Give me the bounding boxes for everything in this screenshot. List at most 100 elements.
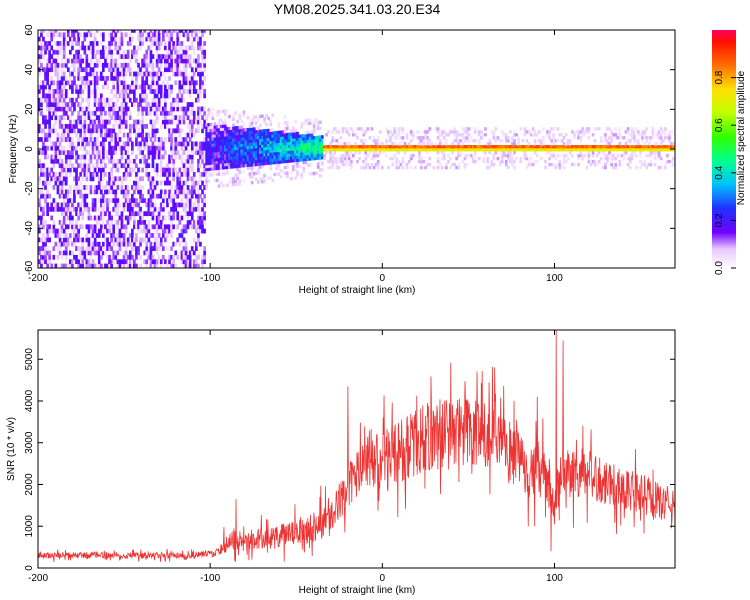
spectrogram-cell: [155, 246, 159, 251]
spectrogram-cell: [259, 138, 262, 142]
spectrogram-cell: [166, 89, 169, 94]
spectrogram-cell: [192, 189, 196, 195]
spectrogram-cell: [511, 156, 514, 161]
spectrogram-cell: [635, 127, 638, 131]
spectrogram-cell: [296, 134, 299, 139]
spectrogram-cell: [102, 97, 105, 103]
spectrogram-cell: [238, 170, 242, 174]
spectrogram-cell: [172, 211, 175, 217]
spectrogram-cell: [184, 67, 188, 73]
spectrogram-cell: [69, 137, 72, 142]
spectrogram-cell: [190, 106, 194, 112]
spectrogram-cell: [215, 151, 219, 156]
spectrogram-cell: [602, 148, 605, 152]
spectrogram-cell: [213, 128, 217, 132]
spectrogram-cell: [40, 102, 43, 107]
spectrogram-cell: [112, 128, 116, 134]
spectrogram-cell: [137, 202, 140, 208]
spectrogram-cell: [85, 141, 89, 147]
spectrogram-cell: [40, 215, 43, 221]
spectrogram-cell: [261, 114, 264, 118]
spectrogram-cell: [248, 172, 252, 176]
spectrogram-cell: [104, 198, 107, 203]
spectrogram-cell: [440, 133, 444, 137]
spectrogram-cell: [95, 76, 99, 81]
spectrogram-cell: [391, 156, 394, 161]
spectrogram-cell: [87, 167, 91, 173]
spectrogram-cell: [250, 124, 254, 128]
spectrogram-cell: [304, 131, 308, 135]
spectrogram-cell: [478, 130, 481, 134]
spectrogram-cell: [128, 84, 132, 90]
spectrogram-cell: [52, 30, 56, 33]
spectrogram-cell: [42, 67, 45, 73]
spectrogram-cell: [106, 180, 109, 186]
spectrogram-cell: [147, 84, 151, 90]
spectrogram-cell: [610, 154, 613, 158]
spectrogram-cell: [44, 45, 47, 51]
spectrogram-cell: [110, 67, 113, 73]
spectrogram-cell: [316, 141, 320, 145]
spectrogram-cell: [62, 180, 66, 186]
spectrogram-cell: [325, 148, 328, 152]
spectrogram-cell: [199, 110, 202, 116]
spectrogram-cell: [170, 145, 173, 151]
spectrogram-cell: [174, 80, 178, 86]
spectrogram-cell: [110, 128, 113, 134]
spectrogram-cell: [207, 134, 211, 139]
spectrogram-cell: [56, 137, 60, 142]
spectrogram-cell: [397, 142, 401, 146]
spectrogram-cell: [38, 246, 41, 251]
spectrogram-cell: [312, 150, 316, 155]
spectrogram-cell: [304, 139, 308, 144]
spectrogram-cell: [461, 136, 465, 140]
spectrogram-cell: [91, 259, 95, 265]
spectrogram-cell: [184, 263, 188, 268]
spectrogram-cell: [201, 58, 204, 64]
spectrogram-cell: [393, 148, 396, 152]
spectrogram-cell: [455, 148, 458, 152]
spectrogram-cell: [533, 133, 537, 137]
spectrogram-cell: [48, 41, 51, 46]
spectrogram-cell: [135, 163, 138, 169]
spectrogram-cell: [149, 110, 153, 116]
spectrogram-cell: [85, 128, 89, 134]
spectrogram-cell: [184, 259, 188, 265]
spectrogram-cell: [389, 130, 392, 134]
spectrogram-cell: [496, 156, 500, 161]
spectrogram-cell: [104, 102, 107, 107]
spectrogram-cell: [168, 84, 171, 90]
spectrogram-cell: [174, 62, 178, 68]
spectrogram-cell: [153, 132, 157, 138]
spectrogram-cell: [149, 45, 153, 51]
spectrogram-cell: [128, 233, 132, 238]
spectrogram-cell: [170, 220, 173, 225]
spectrogram-cell: [62, 84, 66, 90]
spectrogram-cell: [655, 151, 659, 155]
spectrogram-cell: [523, 151, 527, 155]
spectrogram-cell: [54, 141, 58, 147]
spectrogram-cell: [269, 134, 273, 138]
spectrogram-cell: [120, 185, 124, 190]
spectrogram-cell: [149, 41, 153, 46]
spectrogram-cell: [131, 259, 134, 265]
spectrogram-cell: [172, 224, 175, 230]
spectrogram-cell: [168, 224, 171, 230]
spectrogram-cell: [234, 179, 237, 184]
spectrogram-cell: [362, 148, 366, 152]
spectrogram-cell: [635, 139, 638, 143]
spectrogram-cell: [135, 132, 138, 138]
spectrogram-cell: [118, 233, 122, 238]
spectrogram-cell: [120, 124, 124, 129]
spectrogram-cell: [614, 133, 618, 137]
spectrogram-cell: [89, 263, 93, 268]
spectrogram-cell: [211, 149, 215, 153]
spectrogram-cell: [354, 142, 357, 146]
spectrogram-cell: [236, 173, 239, 177]
spectrogram-cell: [180, 54, 184, 59]
spectrogram-cell: [116, 132, 120, 138]
spectrogram-cell: [83, 145, 87, 151]
spectrogram-cell: [203, 141, 206, 147]
spectrogram-cell: [651, 145, 655, 149]
spectrogram-cell: [77, 237, 80, 243]
